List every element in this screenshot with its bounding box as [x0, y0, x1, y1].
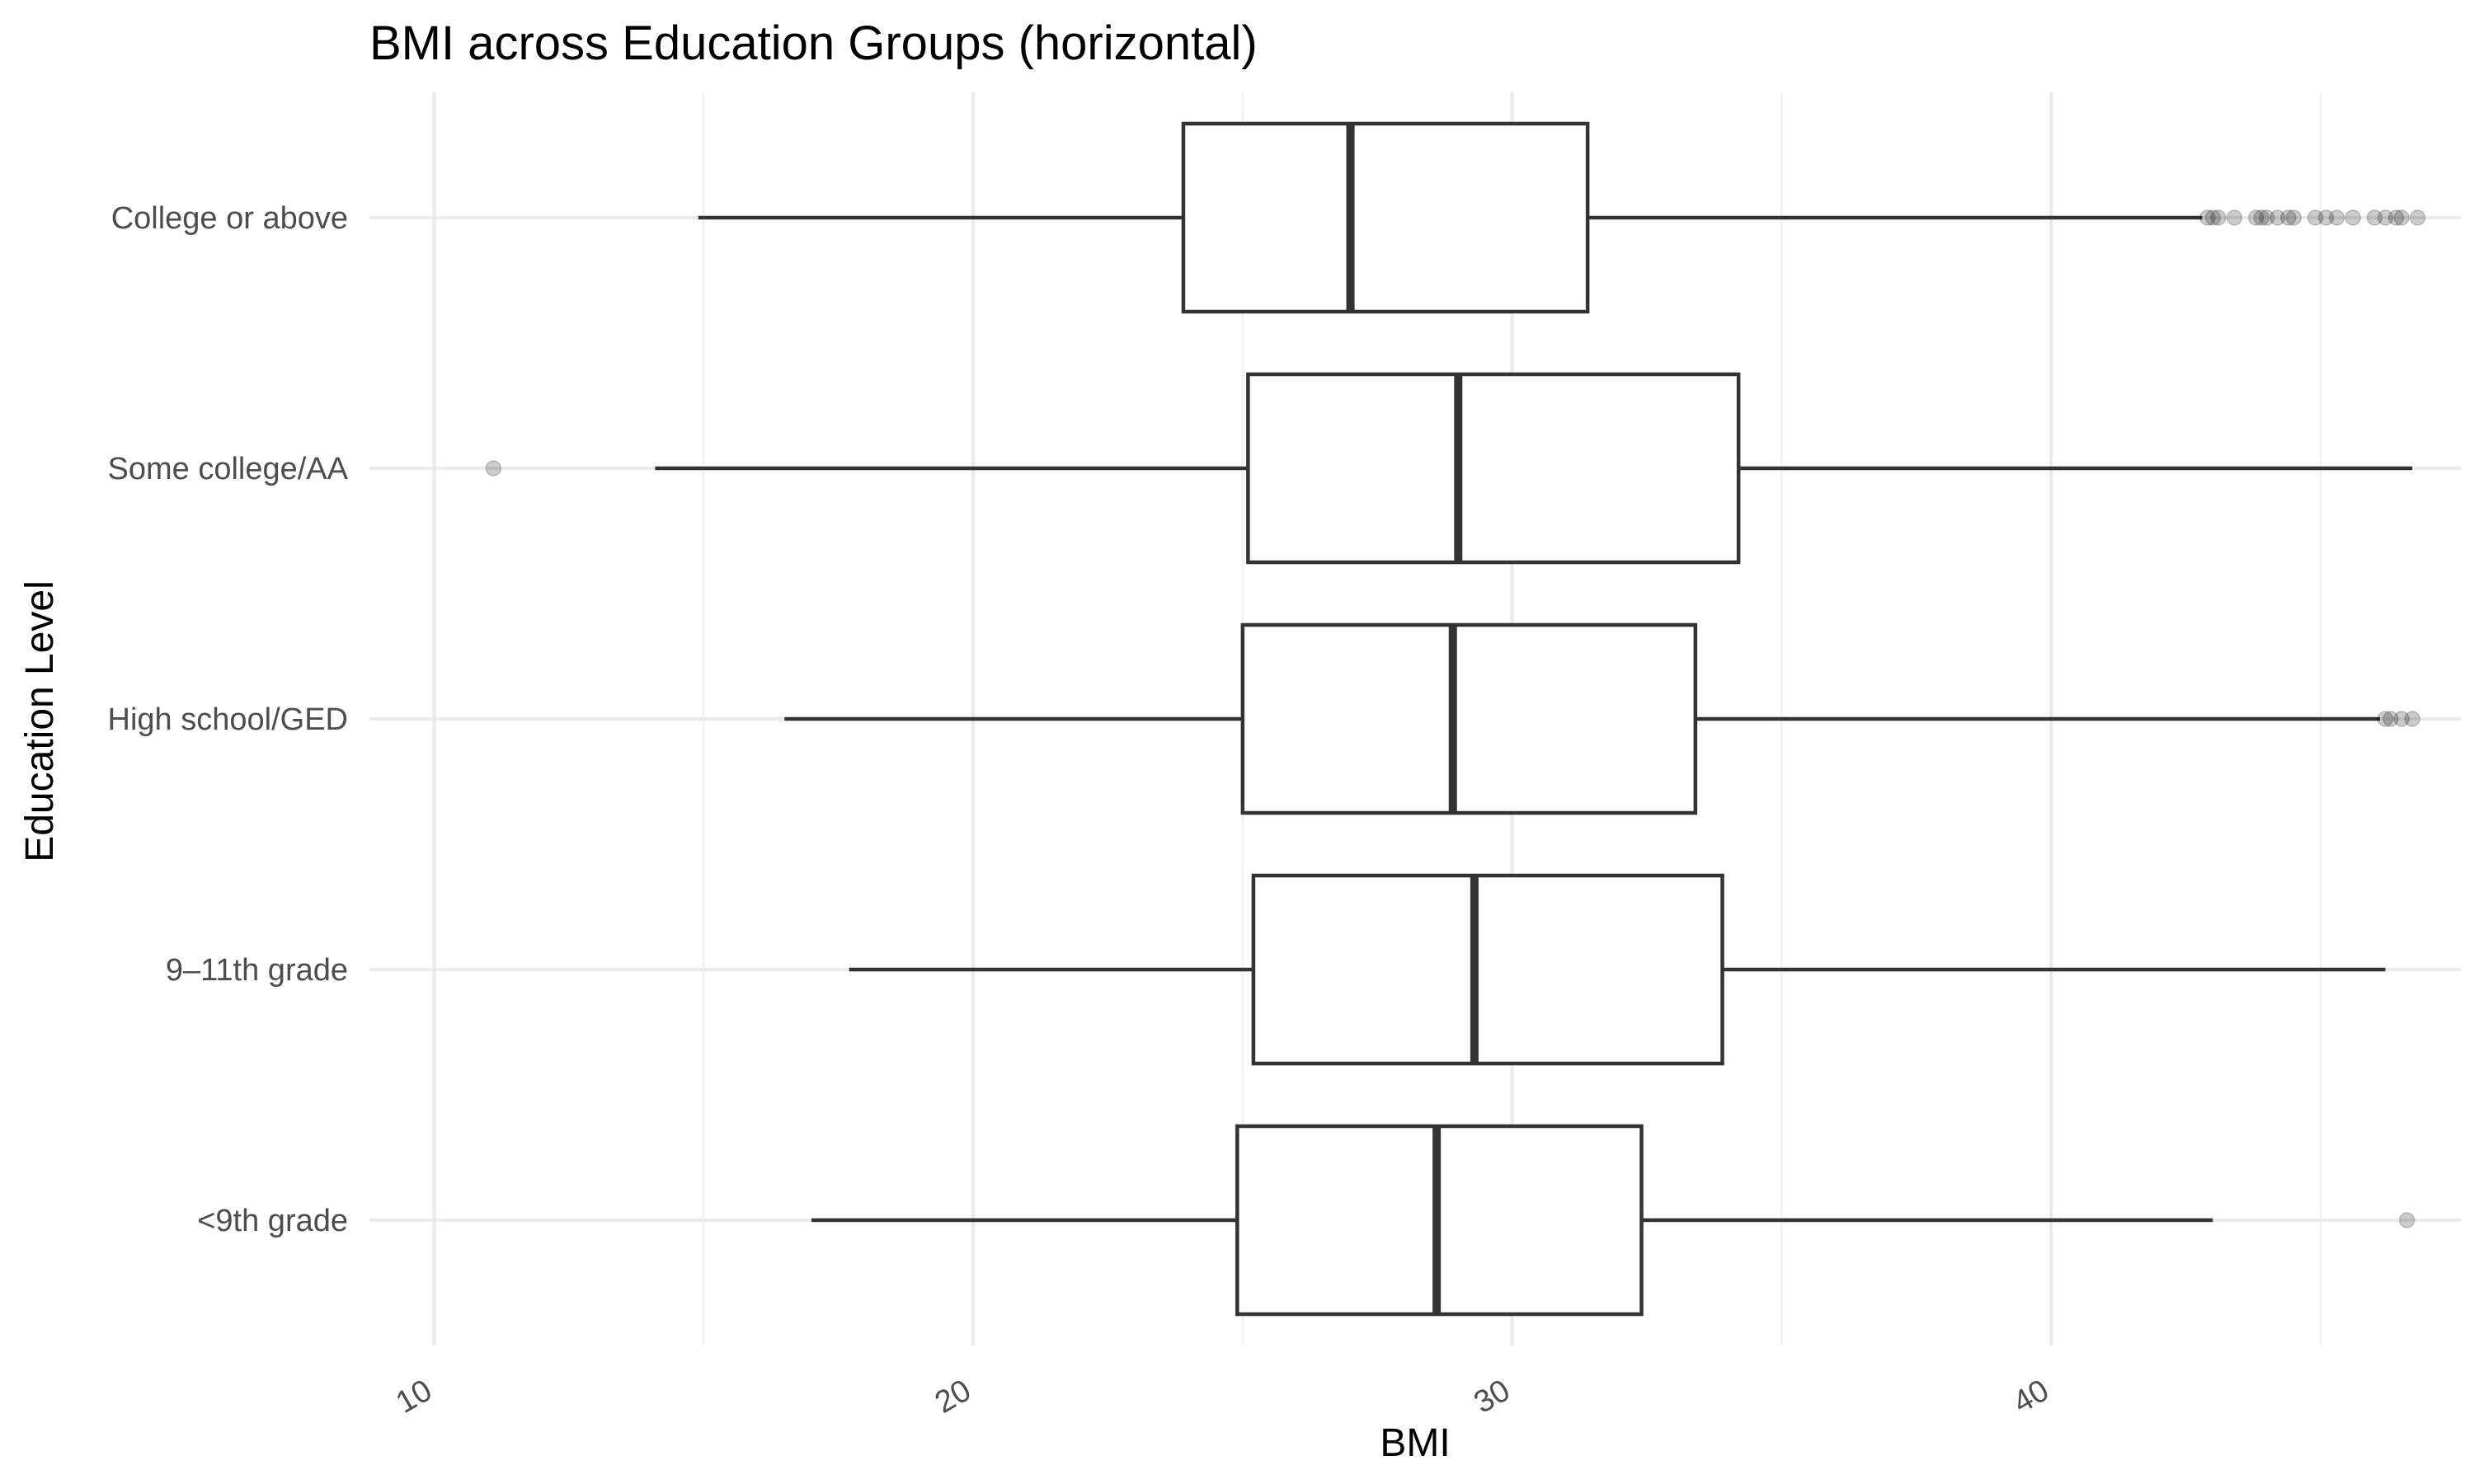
outlier-point: [485, 460, 502, 477]
box-group: [784, 622, 2420, 815]
outlier-point: [2226, 209, 2243, 226]
iqr-box: [1251, 873, 1724, 1066]
outlier-point: [2328, 209, 2345, 226]
x-tick-label: 30: [1469, 1373, 1517, 1421]
iqr-box: [1246, 372, 1741, 565]
box-group: [485, 372, 2413, 565]
iqr-box: [1240, 622, 1698, 815]
outlier-point: [2393, 209, 2410, 226]
outlier-point: [2409, 209, 2426, 226]
outlier-point: [2210, 209, 2227, 226]
outlier-point: [2280, 209, 2297, 226]
box-group: [849, 873, 2386, 1066]
outlier-point: [2285, 209, 2302, 226]
y-tick-labels: College or above Some college/AA High scho…: [108, 201, 349, 1238]
outlier-point: [2307, 209, 2324, 226]
outlier-point: [2404, 711, 2420, 727]
y-tick-label: Some college/AA: [108, 452, 349, 486]
outlier-point: [2345, 209, 2362, 226]
outlier-point: [2269, 209, 2286, 226]
box-group: [811, 1124, 2415, 1317]
y-tick-label: College or above: [111, 201, 348, 236]
outlier-point: [2393, 711, 2410, 727]
y-tick-label: <9th grade: [197, 1204, 348, 1238]
box-group: [698, 121, 2426, 314]
x-tick-label: 40: [2007, 1373, 2055, 1421]
x-axis-title: BMI: [1380, 1421, 1450, 1465]
outlier-point: [2366, 209, 2383, 226]
x-tick-label: 10: [390, 1373, 438, 1421]
y-axis-title: Education Level: [18, 580, 62, 862]
outlier-point: [2387, 209, 2405, 226]
outlier-point: [2398, 1212, 2415, 1228]
outlier-point: [2258, 209, 2275, 226]
outlier-point: [2199, 209, 2216, 226]
chart-title: BMI across Education Groups (horizontal): [369, 16, 1258, 70]
x-tick-labels: 10 20 30 40: [390, 1373, 2054, 1421]
iqr-box: [1181, 121, 1590, 314]
y-tick-label: 9–11th grade: [166, 953, 348, 988]
y-tick-label: High school/GED: [108, 702, 348, 737]
outlier-point: [2247, 209, 2265, 226]
outlier-point: [2317, 209, 2335, 226]
x-tick-label: 20: [929, 1373, 977, 1421]
outlier-point: [2204, 209, 2222, 226]
outlier-point: [2382, 711, 2399, 727]
outlier-point: [2377, 209, 2394, 226]
outlier-point: [2377, 711, 2394, 727]
box-series: [485, 121, 2426, 1317]
outlier-point: [2253, 209, 2269, 226]
